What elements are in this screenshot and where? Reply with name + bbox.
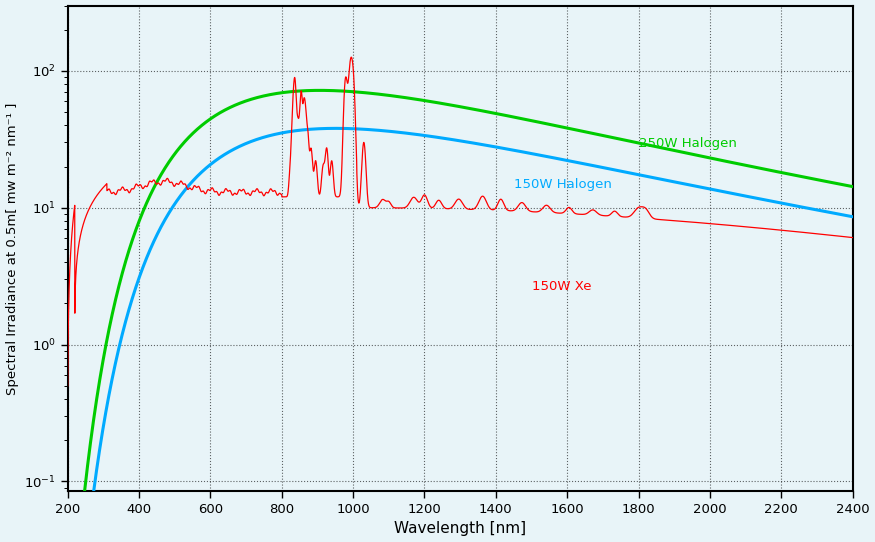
Text: 150W Xe: 150W Xe: [531, 280, 591, 293]
Text: 150W Halogen: 150W Halogen: [514, 178, 612, 191]
Text: 250W Halogen: 250W Halogen: [639, 137, 737, 150]
X-axis label: Wavelength [nm]: Wavelength [nm]: [394, 521, 526, 537]
Y-axis label: Spectral Irradiance at 0.5m[ mw m⁻² nm⁻¹ ]: Spectral Irradiance at 0.5m[ mw m⁻² nm⁻¹…: [5, 102, 18, 395]
